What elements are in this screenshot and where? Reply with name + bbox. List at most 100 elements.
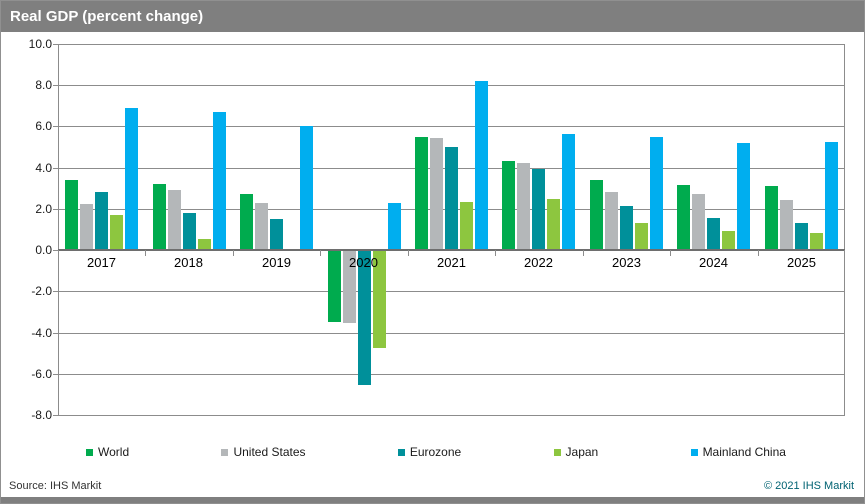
y-tick-label: 0.0 [35,243,52,257]
legend-label: Eurozone [409,445,462,459]
y-tick-mark [53,374,58,375]
y-tick-mark [53,44,58,45]
bar-united-states-2025 [780,200,793,250]
bar-united-states-2019 [255,203,268,250]
x-tick-mark [844,250,845,256]
bar-japan-2020 [373,251,386,348]
bar-mainland-china-2024 [737,143,750,250]
bar-world-2021 [415,137,428,250]
bar-united-states-2022 [517,163,530,250]
legend-label: World [98,445,130,459]
bar-mainland-china-2025 [825,142,838,250]
y-tick-label: -6.0 [31,367,52,381]
bottom-strip [1,497,864,503]
chart-title-bar: Real GDP (percent change) [1,1,864,32]
gridline-y--6 [58,374,845,375]
legend-swatch-icon [690,448,698,456]
x-category-label-2021: 2021 [437,255,466,270]
bar-eurozone-2021 [445,147,458,250]
bar-world-2017 [65,180,78,250]
gridline-y--2 [58,291,845,292]
source-text: Source: IHS Markit [9,480,102,492]
bar-united-states-2018 [168,190,181,250]
bar-world-2023 [590,180,603,250]
y-tick-mark [53,291,58,292]
legend-swatch-icon [221,448,229,456]
y-axis-labels: 10.0 8.0 6.0 4.0 2.0 0.0 -2.0 -4.0 -6.0 -8.0 [1,1,52,503]
x-category-label-2020: 2020 [349,255,378,270]
bar-world-2020 [328,251,341,322]
x-tick-mark [408,250,409,256]
bar-united-states-2020 [343,251,356,323]
bar-japan-2024 [722,231,735,250]
y-tick-mark [53,209,58,210]
bar-eurozone-2017 [95,192,108,250]
x-tick-mark [145,250,146,256]
bar-mainland-china-2018 [213,112,226,250]
y-tick-label: -2.0 [31,284,52,298]
x-category-label-2024: 2024 [699,255,728,270]
gridline-y--4 [58,333,845,334]
x-tick-mark [670,250,671,256]
legend-item-world: World [86,445,129,459]
bar-eurozone-2018 [183,213,196,250]
y-tick-label: 8.0 [35,78,52,92]
y-tick-mark [53,168,58,169]
y-axis-line [58,44,59,415]
x-category-label-2017: 2017 [87,255,116,270]
bar-world-2024 [677,185,690,250]
x-tick-mark [320,250,321,256]
bar-world-2022 [502,161,515,250]
bar-japan-2025 [810,233,823,250]
bar-mainland-china-2017 [125,108,138,250]
bar-united-states-2017 [80,204,93,250]
bar-eurozone-2025 [795,223,808,250]
bar-eurozone-2019 [270,219,283,250]
plot-right-border [844,44,845,415]
plot-area: 2017 2018 2019 2020 2021 2022 2023 2024 2025 [58,44,845,416]
legend-swatch-icon [397,448,405,456]
bar-eurozone-2022 [532,169,545,250]
bar-united-states-2023 [605,192,618,250]
gridline-y-8 [58,85,845,86]
bar-japan-2023 [635,223,648,250]
legend-item-mainland-china: Mainland China [690,445,786,459]
legend-swatch-icon [86,448,93,456]
y-tick-mark [53,126,58,127]
x-category-label-2025: 2025 [787,255,816,270]
y-tick-label: 10.0 [28,37,52,51]
y-tick-label: -8.0 [31,408,52,422]
x-category-label-2022: 2022 [524,255,553,270]
bar-united-states-2024 [692,194,705,250]
bar-japan-2018 [198,239,211,250]
x-category-label-2023: 2023 [612,255,641,270]
bar-eurozone-2023 [620,206,633,250]
x-tick-mark [58,250,59,256]
bar-world-2025 [765,186,778,250]
bar-world-2019 [240,194,253,250]
x-category-label-2018: 2018 [174,255,203,270]
x-axis-line [58,249,845,251]
y-tick-label: 4.0 [35,161,52,175]
legend-label: Japan [565,445,599,459]
legend-label: Mainland China [702,445,786,459]
bar-world-2018 [153,184,166,250]
y-tick-mark [53,333,58,334]
y-tick-mark [53,415,58,416]
x-tick-mark [583,250,584,256]
bar-mainland-china-2019 [300,126,313,250]
bar-eurozone-2024 [707,218,720,250]
legend-item-japan: Japan [553,445,599,459]
bar-mainland-china-2023 [650,137,663,250]
y-tick-mark [53,85,58,86]
y-tick-label: 6.0 [35,119,52,133]
bar-eurozone-2020 [358,251,371,385]
y-tick-mark [53,250,58,251]
legend: World United States Eurozone Japan Mainland … [86,444,786,460]
x-tick-mark [758,250,759,256]
legend-label: United States [233,445,306,459]
bar-united-states-2021 [430,138,443,250]
legend-swatch-icon [553,448,561,456]
bar-mainland-china-2022 [562,134,575,250]
